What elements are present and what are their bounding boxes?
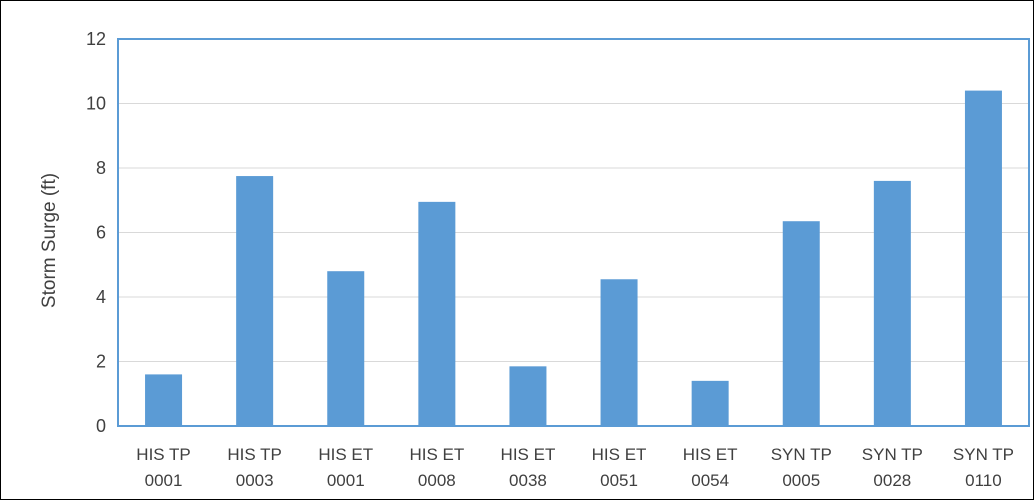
x-category-label: SYN TP 0110 [953, 445, 1014, 490]
y-tick-label: 0 [96, 416, 106, 436]
x-category-label: SYN TP 0005 [771, 445, 832, 490]
bar-3 [327, 271, 365, 426]
bar-9 [873, 180, 911, 426]
x-category-label: SYN TP 0028 [862, 445, 923, 490]
bar-6 [600, 279, 638, 426]
x-category-label: HIS ET 0038 [501, 445, 556, 490]
bar-10 [964, 90, 1002, 426]
bar-2 [236, 176, 274, 426]
y-tick-label: 12 [86, 29, 106, 49]
x-category-label: HIS ET 0051 [592, 445, 647, 490]
bar-4 [418, 201, 456, 426]
x-category-label: HIS ET 0054 [683, 445, 738, 490]
y-tick-label: 2 [96, 352, 106, 372]
bar-5 [509, 366, 547, 426]
x-category-label: HIS ET 0001 [318, 445, 373, 490]
y-tick-label: 6 [96, 223, 106, 243]
bar-7 [691, 380, 729, 426]
y-axis-title: Storm Surge (ft) [39, 173, 60, 308]
y-axis-ticks: 0 2 4 6 8 10 12 [86, 29, 106, 436]
y-tick-label: 4 [96, 287, 106, 307]
x-axis-labels: HIS TP 0001 HIS TP 0003 HIS ET 0001 HIS ET 0008… [136, 445, 1014, 490]
bars [145, 90, 1002, 426]
bar-1 [145, 374, 183, 426]
y-tick-label: 8 [96, 158, 106, 178]
plot-area-border [117, 38, 1030, 427]
x-category-label: HIS TP 0001 [136, 445, 190, 490]
y-tick-label: 10 [86, 94, 106, 114]
x-category-label: HIS TP 0003 [227, 445, 281, 490]
x-category-label: HIS ET 0008 [409, 445, 464, 490]
bar-8 [782, 221, 820, 426]
